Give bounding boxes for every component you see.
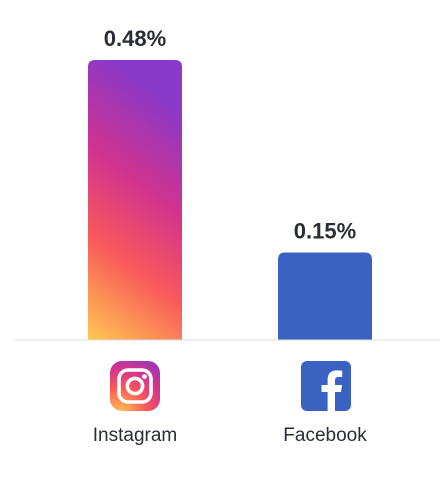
value-label-facebook: 0.15% [294, 219, 356, 244]
facebook-logo-icon [301, 361, 351, 411]
value-label-instagram: 0.48% [104, 26, 166, 51]
instagram-logo-icon [110, 361, 160, 411]
bars [88, 60, 372, 340]
category-labels: Instagram Facebook [93, 425, 367, 446]
bar-facebook [278, 252, 372, 340]
category-label-instagram: Instagram [93, 425, 177, 446]
category-label-facebook: Facebook [283, 425, 367, 446]
bar-instagram [88, 60, 182, 340]
value-labels: 0.48% 0.15% [104, 26, 356, 244]
